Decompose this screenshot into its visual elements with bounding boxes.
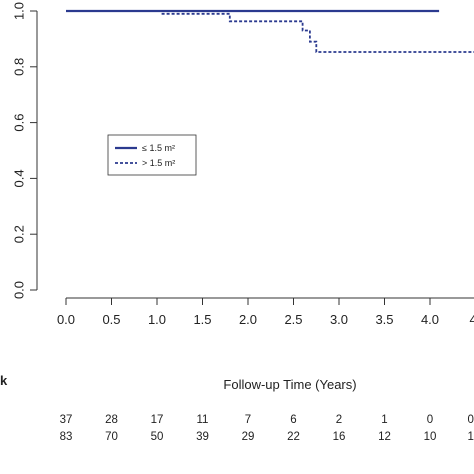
x-tick-label: 3.5 [375,312,393,327]
x-tick-label: 1.0 [148,312,166,327]
legend: ≤ 1.5 m² > 1.5 m² [107,134,197,176]
risk-cell: 16 [333,431,346,443]
survival-curve-2 [161,12,474,53]
y-tick-label: 0.0 [11,281,26,299]
risk-cell: 29 [242,431,255,443]
risk-cell: 0( [468,414,474,426]
risk-cell: 1 [381,414,387,426]
risk-cell: 70 [105,431,118,443]
risk-cell: 10 [424,431,437,443]
x-tick-label: 2.5 [284,312,302,327]
risk-cell: 22 [287,431,300,443]
risk-cell: 17 [151,414,164,426]
risk-cell: 39 [196,431,209,443]
risk-table-title: k [0,373,8,388]
x-tick-label: 0.5 [102,312,120,327]
risk-cell: 7 [245,414,251,426]
y-tick-label: 0.8 [11,58,26,76]
x-tick-label: 1.5 [193,312,211,327]
x-tick-label: 3.0 [330,312,348,327]
risk-cell: 11 [197,414,209,426]
legend-box [107,134,197,176]
x-axis: 0.0 0.5 1.0 1.5 2.0 2.5 3.0 3.5 4.0 4. [57,297,474,327]
risk-cell: 6 [290,414,296,426]
x-tick-label: 0.0 [57,312,75,327]
risk-cell: 10 [468,431,474,443]
risk-cell: 12 [378,431,391,443]
risk-cell: 0 [427,414,433,426]
x-axis-title: Follow-up Time (Years) [223,377,356,392]
risk-cell: 83 [60,431,73,443]
risk-cell: 2 [336,414,342,426]
legend-label-1: ≤ 1.5 m² [142,143,175,153]
x-tick-label: 2.0 [239,312,257,327]
risk-cell: 50 [151,431,164,443]
survival-curves [66,9,474,53]
risk-cell: 28 [105,414,118,426]
risk-cell: 37 [60,414,73,426]
y-tick-label: 0.2 [11,225,26,243]
y-axis: 0.0 0.2 0.4 0.6 0.8 1.0 [11,2,38,299]
legend-label-2: > 1.5 m² [142,158,175,168]
y-tick-label: 0.6 [11,114,26,132]
y-tick-label: 1.0 [11,2,26,20]
x-tick-label: 4. [470,312,474,327]
x-tick-label: 4.0 [421,312,439,327]
y-tick-label: 0.4 [11,169,26,187]
